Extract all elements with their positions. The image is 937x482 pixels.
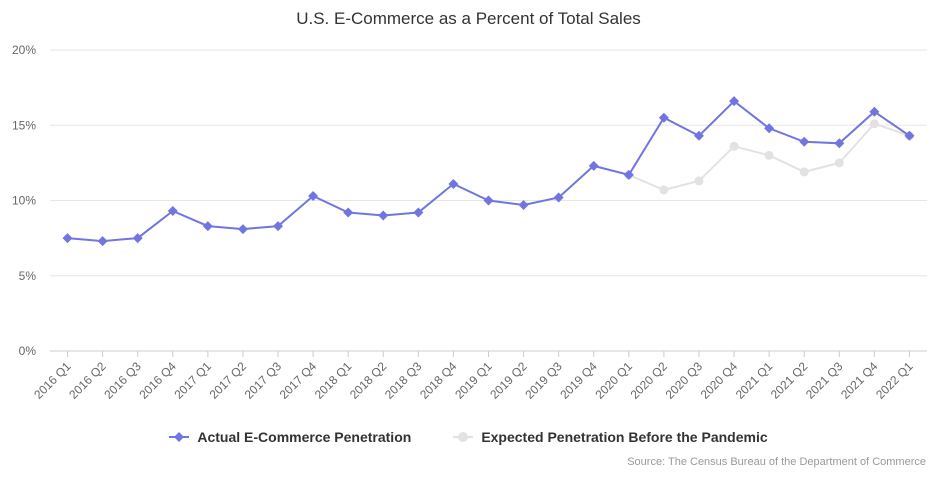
data-point[interactable] [448, 178, 459, 189]
x-tick-label: 2020 Q1 [592, 359, 635, 402]
data-point[interactable] [167, 206, 178, 217]
x-tick-label: 2020 Q4 [698, 359, 741, 402]
x-tick-label: 2018 Q3 [382, 359, 425, 402]
y-tick-label: 0% [19, 344, 37, 358]
data-point[interactable] [729, 96, 740, 107]
data-point[interactable] [764, 150, 774, 160]
data-point[interactable] [869, 119, 879, 129]
x-tick-label: 2017 Q3 [242, 359, 285, 402]
data-point[interactable] [518, 200, 529, 211]
x-tick-label: 2019 Q4 [557, 359, 600, 402]
x-tick-label: 2021 Q3 [803, 359, 846, 402]
data-point[interactable] [659, 185, 669, 195]
x-tick-label: 2019 Q1 [452, 359, 495, 402]
data-point[interactable] [904, 130, 915, 141]
data-point[interactable] [202, 221, 213, 232]
data-point[interactable] [308, 190, 319, 201]
x-tick-label: 2017 Q2 [207, 359, 250, 402]
source-note: Source: The Census Bureau of the Departm… [627, 456, 926, 468]
diamond-marker-icon [169, 430, 190, 444]
data-point[interactable] [62, 233, 73, 244]
data-point[interactable] [343, 207, 354, 218]
data-point[interactable] [799, 136, 810, 147]
x-tick-label: 2019 Q2 [487, 359, 530, 402]
circle-marker-icon [453, 430, 474, 444]
data-point[interactable] [693, 130, 704, 141]
chart-title: U.S. E-Commerce as a Percent of Total Sa… [296, 9, 641, 28]
series-line [67, 99, 911, 243]
data-point[interactable] [729, 141, 739, 151]
x-tick-label: 2020 Q3 [663, 359, 706, 402]
x-tick-label: 2017 Q4 [277, 359, 320, 402]
x-tick-label: 2016 Q4 [136, 359, 179, 402]
data-point[interactable] [869, 106, 880, 117]
y-axis-ticks: 0% 5% 10% 15% 20% [12, 43, 36, 358]
data-point[interactable] [834, 138, 845, 149]
data-point[interactable] [273, 221, 284, 232]
series-actual [62, 96, 915, 247]
data-point[interactable] [97, 236, 108, 247]
data-point[interactable] [413, 207, 424, 218]
data-point[interactable] [658, 112, 669, 123]
x-tick-label: 2016 Q1 [31, 359, 74, 402]
data-point[interactable] [694, 176, 704, 186]
data-point[interactable] [764, 123, 775, 134]
data-point[interactable] [132, 233, 143, 244]
x-tick-label: 2022 Q1 [873, 359, 916, 402]
x-tick-label: 2021 Q4 [838, 359, 881, 402]
x-tick-label: 2021 Q1 [733, 359, 776, 402]
legend-label-expected: Expected Penetration Before the Pandemic [481, 429, 768, 445]
data-point[interactable] [623, 169, 634, 180]
data-point[interactable] [588, 160, 599, 171]
data-point[interactable] [378, 210, 389, 221]
legend: Actual E-Commerce Penetration Expected P… [0, 429, 937, 445]
data-point[interactable] [799, 167, 809, 177]
series-layer [62, 96, 915, 247]
x-tick-label: 2019 Q3 [522, 359, 565, 402]
x-tick-label: 2016 Q2 [66, 359, 109, 402]
x-tick-label: 2018 Q4 [417, 359, 460, 402]
x-tick-label: 2018 Q2 [347, 359, 390, 402]
data-point[interactable] [553, 192, 564, 203]
x-tick-label: 2016 Q3 [101, 359, 144, 402]
data-point[interactable] [483, 195, 494, 206]
legend-label-actual: Actual E-Commerce Penetration [197, 429, 412, 445]
x-tick-label: 2018 Q1 [312, 359, 355, 402]
y-tick-label: 15% [12, 118, 36, 132]
y-tick-label: 20% [12, 43, 36, 57]
y-tick-label: 10% [12, 194, 36, 208]
x-tick-label: 2020 Q2 [628, 359, 671, 402]
data-point[interactable] [834, 158, 844, 168]
y-tick-label: 5% [19, 269, 37, 283]
legend-item-expected[interactable]: Expected Penetration Before the Pandemic [453, 429, 768, 445]
data-point[interactable] [237, 224, 248, 235]
x-tick-label: 2021 Q2 [768, 359, 811, 402]
x-tick-label: 2017 Q1 [172, 359, 215, 402]
legend-item-actual[interactable]: Actual E-Commerce Penetration [169, 429, 411, 445]
